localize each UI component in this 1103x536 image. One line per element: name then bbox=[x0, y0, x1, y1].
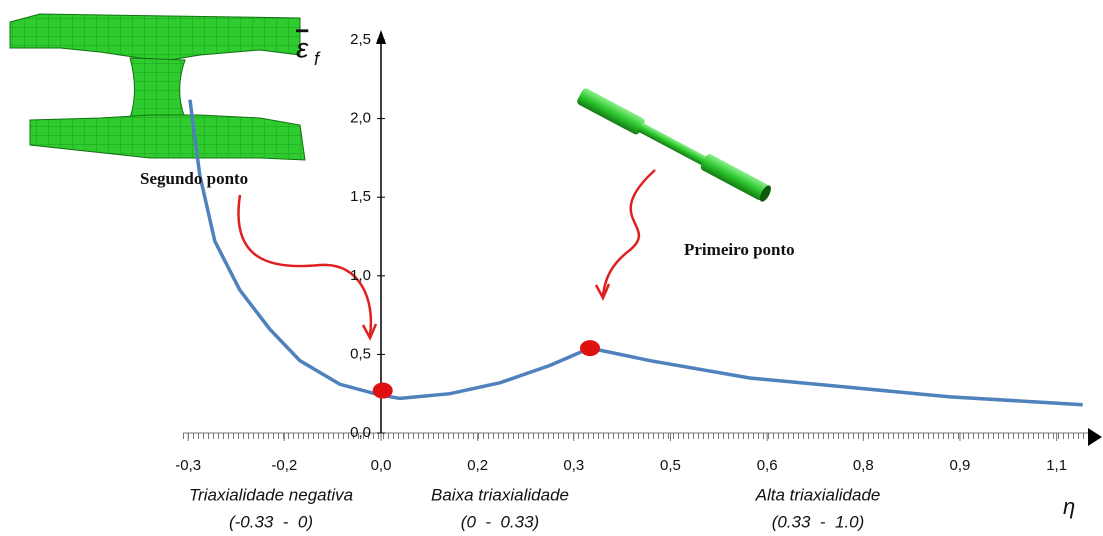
x-tick-label: 0,2 bbox=[467, 457, 488, 474]
y-tick-label: 0,5 bbox=[350, 345, 371, 362]
arrows bbox=[238, 170, 655, 338]
x-tick-label: 0,9 bbox=[950, 457, 971, 474]
annotation: Primeiro ponto bbox=[684, 240, 795, 259]
x-tick-label: 0,8 bbox=[853, 457, 874, 474]
region-range: (-0.33 - 0) bbox=[229, 512, 313, 531]
chart: η ε f 0,0 0,5 1,0 1,5 2,0 2,5 -0,3 -0,2 0,0 0,2 0,… bbox=[0, 0, 1103, 536]
specimen-tensile bbox=[576, 87, 773, 203]
y-tick-label: 1,0 bbox=[350, 267, 371, 284]
x-tick-label: 0,6 bbox=[757, 457, 778, 474]
x-axis-label: η bbox=[1063, 494, 1075, 519]
region-range: (0 - 0.33) bbox=[461, 512, 539, 531]
y-axis-subscript: f bbox=[314, 49, 321, 69]
x-axis-arrow bbox=[1088, 428, 1102, 446]
point bbox=[373, 383, 393, 399]
x-tick-label: 0,5 bbox=[660, 457, 681, 474]
curve bbox=[190, 100, 1083, 405]
region-range: (0.33 - 1.0) bbox=[772, 512, 865, 531]
specimen-shear bbox=[10, 14, 305, 160]
y-axis-symbol: ε bbox=[296, 32, 309, 63]
y-tick-label: 2,0 bbox=[350, 110, 371, 127]
region-label: Alta triaxialidade bbox=[755, 485, 881, 504]
x-tick-label: 0,0 bbox=[371, 457, 392, 474]
x-tick-label: 1,1 bbox=[1046, 457, 1067, 474]
region-label: Baixa triaxialidade bbox=[431, 485, 569, 504]
y-tick-label: 0,0 bbox=[350, 424, 371, 441]
y-axis-arrow bbox=[376, 30, 386, 44]
x-tick-label: 0,3 bbox=[563, 457, 584, 474]
point bbox=[580, 340, 600, 356]
region-label: Triaxialidade negativa bbox=[189, 485, 353, 504]
x-tick-label: -0,2 bbox=[271, 457, 297, 474]
y-tick-label: 1,5 bbox=[350, 188, 371, 205]
annotation: Segundo ponto bbox=[140, 169, 248, 188]
y-tick-label: 2,5 bbox=[350, 31, 371, 48]
x-tick-label: -0,3 bbox=[175, 457, 201, 474]
